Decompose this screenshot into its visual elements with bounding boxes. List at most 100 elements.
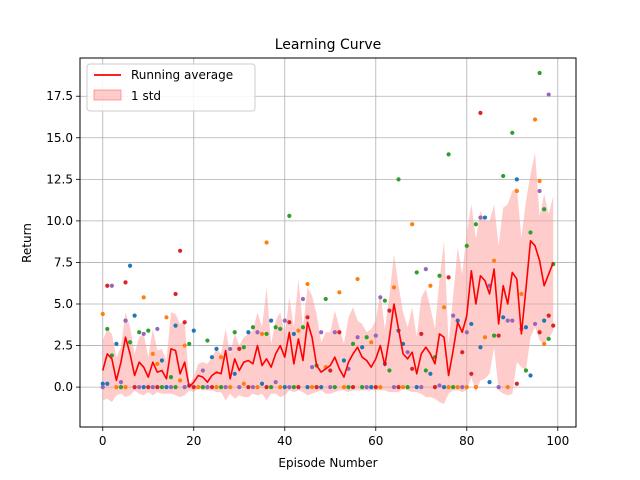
- scatter-point: [446, 275, 451, 280]
- scatter-point: [510, 318, 515, 323]
- scatter-point: [319, 330, 324, 335]
- x-tick-label: 40: [277, 434, 292, 448]
- scatter-point: [141, 295, 146, 300]
- y-axis-label: Return: [20, 223, 34, 263]
- scatter-point: [269, 385, 274, 390]
- scatter-point: [464, 385, 469, 390]
- y-tick-label: 15.0: [46, 131, 73, 145]
- scatter-point: [414, 270, 419, 275]
- scatter-point: [168, 375, 174, 380]
- scatter-point: [432, 385, 438, 390]
- scatter-point: [400, 385, 406, 390]
- scatter-point: [273, 380, 278, 385]
- scatter-point: [232, 330, 237, 335]
- scatter-point: [469, 321, 474, 327]
- scatter-point: [514, 177, 519, 182]
- scatter-point: [123, 385, 128, 390]
- scatter-point: [387, 308, 392, 313]
- scatter-point: [378, 295, 383, 300]
- scatter-point: [305, 281, 310, 287]
- scatter-point: [323, 296, 328, 302]
- scatter-point: [364, 335, 369, 340]
- scatter-point: [159, 358, 165, 363]
- scatter-point: [178, 248, 183, 253]
- scatter-point: [328, 368, 333, 373]
- scatter-point: [373, 385, 378, 390]
- x-tick-label: 80: [459, 434, 474, 448]
- scatter-point: [387, 368, 392, 373]
- scatter-point: [137, 330, 142, 335]
- scatter-point: [168, 385, 174, 390]
- scatter-point: [528, 373, 533, 378]
- y-tick-label: 7.5: [54, 255, 73, 269]
- scatter-point: [291, 331, 296, 337]
- scatter-point: [355, 276, 360, 282]
- scatter-point: [496, 333, 501, 338]
- scatter-point: [123, 280, 128, 285]
- scatter-point: [141, 385, 146, 390]
- scatter-point: [355, 335, 360, 340]
- running-average-line: [101, 240, 554, 388]
- scatter-point: [414, 385, 419, 390]
- scatter-point: [482, 215, 488, 220]
- scatter-point: [542, 318, 547, 323]
- y-tick-label: 5.0: [54, 297, 73, 311]
- scatter-point: [437, 383, 442, 388]
- scatter-point: [441, 385, 447, 390]
- scatter-point: [419, 331, 424, 337]
- scatter-point: [505, 318, 510, 323]
- y-tick-label: 2.5: [54, 339, 73, 353]
- scatter-point: [460, 385, 465, 390]
- scatter-point: [114, 341, 119, 346]
- scatter-point: [114, 385, 119, 390]
- scatter-point: [105, 283, 110, 288]
- scatter-point: [173, 291, 178, 297]
- scatter-point: [396, 385, 401, 390]
- scatter-point: [105, 381, 110, 386]
- scatter-point: [337, 330, 342, 335]
- scatter-point: [250, 325, 256, 330]
- chart-title: Learning Curve: [275, 37, 382, 53]
- x-axis-ticks: 0 20 40 60 80 100: [99, 427, 569, 448]
- scatter-point: [405, 350, 410, 355]
- scatter-point: [537, 178, 542, 184]
- scatter-point: [200, 368, 205, 373]
- legend-label-running-average: Running average: [131, 68, 233, 82]
- scatter-point: [391, 285, 397, 290]
- std-band-layer: [102, 152, 554, 404]
- scatter-point: [487, 380, 492, 385]
- scatter-point: [228, 385, 233, 390]
- scatter-point: [223, 385, 228, 390]
- scatter-point: [532, 321, 538, 327]
- scatter-point: [132, 313, 137, 318]
- scatter-point: [396, 177, 401, 182]
- scatter-point: [250, 385, 256, 390]
- scatter-point: [191, 385, 196, 390]
- scatter-point: [264, 331, 269, 337]
- scatter-point: [328, 385, 333, 390]
- x-tick-label: 0: [99, 434, 107, 448]
- scatter-point: [523, 325, 529, 330]
- scatter-point: [118, 380, 124, 385]
- scatter-point: [319, 385, 324, 390]
- scatter-point: [419, 385, 424, 390]
- scatter-point: [451, 313, 456, 318]
- scatter-point: [273, 325, 278, 330]
- scatter-point: [241, 381, 246, 386]
- scatter-point: [464, 330, 469, 335]
- scatter-point: [287, 213, 292, 219]
- scatter-point: [218, 355, 224, 360]
- scatter-point: [373, 333, 378, 338]
- scatter-point: [291, 385, 296, 390]
- scatter-point: [478, 110, 483, 115]
- scatter-point: [127, 340, 133, 345]
- scatter-point: [164, 385, 169, 390]
- scatter-point: [360, 385, 365, 390]
- scatter-point: [278, 326, 283, 332]
- scatter-point: [350, 385, 356, 390]
- scatter-point: [159, 385, 165, 390]
- scatter-point: [405, 385, 410, 390]
- scatter-point: [300, 296, 306, 302]
- scatter-point: [164, 315, 169, 320]
- scatter-point: [109, 283, 114, 288]
